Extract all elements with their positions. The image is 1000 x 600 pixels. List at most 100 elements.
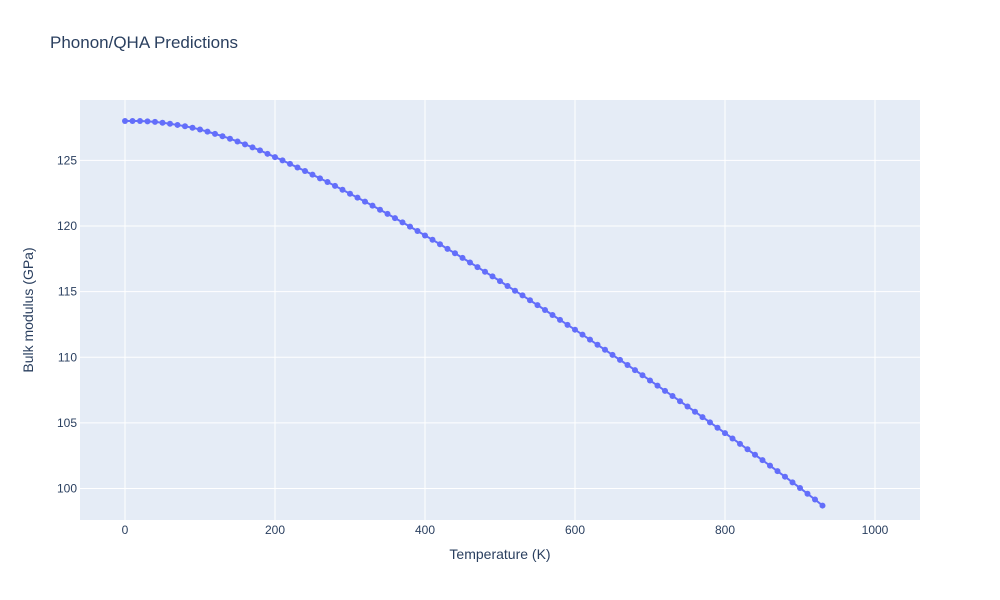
data-point xyxy=(482,268,488,275)
data-point xyxy=(699,414,706,421)
data-point xyxy=(122,118,128,124)
plot-area xyxy=(80,100,920,520)
data-point xyxy=(347,190,353,197)
data-point xyxy=(759,457,766,464)
data-point xyxy=(504,282,511,289)
series-markers xyxy=(122,118,826,509)
data-point xyxy=(782,473,788,480)
data-point xyxy=(137,118,143,124)
data-point xyxy=(294,164,301,171)
data-point xyxy=(489,273,496,280)
data-point xyxy=(212,130,218,137)
data-point xyxy=(174,121,181,128)
data-point xyxy=(257,147,263,154)
data-point xyxy=(632,367,638,374)
data-point xyxy=(249,144,256,151)
y-tick-label: 115 xyxy=(58,285,77,299)
data-point xyxy=(279,157,286,164)
data-point xyxy=(219,133,226,140)
data-point xyxy=(422,232,428,239)
data-point xyxy=(197,126,203,133)
data-point xyxy=(339,186,346,193)
x-tick-label: 200 xyxy=(265,523,285,537)
y-tick-label: 105 xyxy=(57,416,77,430)
data-point xyxy=(819,502,826,509)
x-tick-label: 400 xyxy=(415,523,435,537)
data-point xyxy=(797,484,803,491)
data-point xyxy=(812,496,818,503)
data-point xyxy=(662,387,668,394)
data-point xyxy=(272,154,278,161)
data-point xyxy=(752,451,758,458)
data-point xyxy=(564,321,571,328)
data-point xyxy=(429,236,436,243)
data-point xyxy=(609,351,616,358)
data-point xyxy=(669,392,676,399)
data-point xyxy=(452,250,458,257)
data-point xyxy=(729,435,736,442)
data-point xyxy=(654,382,661,389)
data-point xyxy=(302,168,308,175)
data-point xyxy=(459,254,466,261)
data-point xyxy=(767,462,773,469)
data-point xyxy=(354,194,361,201)
data-point xyxy=(519,292,526,299)
data-point xyxy=(407,223,413,230)
data-point xyxy=(707,419,713,426)
x-tick-label: 0 xyxy=(122,523,129,537)
data-point xyxy=(617,356,623,363)
data-point xyxy=(789,479,796,486)
y-tick-label: 120 xyxy=(57,219,77,233)
data-point xyxy=(227,135,233,142)
data-point xyxy=(737,440,743,447)
x-tick-label: 800 xyxy=(715,523,735,537)
data-point xyxy=(647,377,653,384)
data-point xyxy=(527,297,533,304)
data-point xyxy=(437,241,443,248)
data-point xyxy=(602,346,608,353)
data-point xyxy=(317,175,323,182)
y-tick-label: 110 xyxy=(58,350,77,364)
data-point xyxy=(497,278,503,285)
chart-title: Phonon/QHA Predictions xyxy=(50,33,239,52)
x-tick-label: 1000 xyxy=(862,523,889,537)
data-point xyxy=(542,307,548,313)
data-point xyxy=(587,336,593,343)
data-point xyxy=(144,118,151,125)
data-point xyxy=(159,119,166,126)
data-point xyxy=(332,182,338,189)
data-point xyxy=(189,124,196,131)
y-tick-label: 100 xyxy=(57,482,77,496)
data-point xyxy=(324,179,331,186)
data-point xyxy=(362,198,368,205)
data-point xyxy=(167,120,173,127)
data-point xyxy=(444,245,451,252)
data-point xyxy=(774,468,781,475)
data-point xyxy=(369,202,376,209)
data-point xyxy=(722,430,728,437)
data-point xyxy=(467,259,473,266)
grid-lines xyxy=(80,100,920,520)
tick-labels: 0 200 400 600 800 1000 100 105 110 115 120 125 xyxy=(57,153,889,537)
data-point xyxy=(684,403,691,410)
data-point xyxy=(594,341,601,348)
data-point xyxy=(129,118,136,124)
data-point xyxy=(384,210,391,217)
data-point xyxy=(152,118,158,125)
data-point xyxy=(512,287,518,294)
data-point xyxy=(264,150,271,157)
data-point xyxy=(624,361,631,368)
data-point xyxy=(392,215,398,222)
data-point xyxy=(677,398,683,405)
x-tick-label: 600 xyxy=(565,523,585,537)
data-point xyxy=(287,160,293,167)
data-point xyxy=(534,302,541,309)
data-point xyxy=(549,311,556,318)
data-point xyxy=(474,264,481,271)
data-point xyxy=(234,138,241,145)
data-point xyxy=(714,424,721,431)
data-point xyxy=(377,206,383,213)
data-point xyxy=(399,219,406,226)
